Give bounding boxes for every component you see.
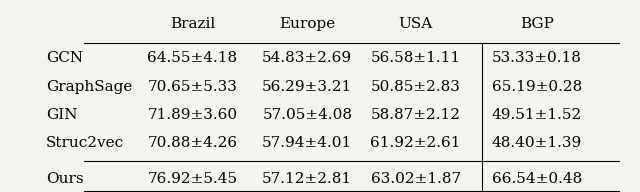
Text: 54.83±2.69: 54.83±2.69: [262, 51, 352, 65]
Text: GCN: GCN: [46, 51, 83, 65]
Text: 56.29±3.21: 56.29±3.21: [262, 79, 353, 94]
Text: 53.33±0.18: 53.33±0.18: [492, 51, 582, 65]
Text: 57.94±4.01: 57.94±4.01: [262, 136, 353, 150]
Text: 56.58±1.11: 56.58±1.11: [371, 51, 461, 65]
Text: Brazil: Brazil: [170, 17, 215, 31]
Text: 58.87±2.12: 58.87±2.12: [371, 108, 461, 122]
Text: 65.19±0.28: 65.19±0.28: [492, 79, 582, 94]
Text: 70.88±4.26: 70.88±4.26: [147, 136, 237, 150]
Text: 50.85±2.83: 50.85±2.83: [371, 79, 461, 94]
Text: 48.40±1.39: 48.40±1.39: [492, 136, 582, 150]
Text: 49.51±1.52: 49.51±1.52: [492, 108, 582, 122]
Text: 70.65±5.33: 70.65±5.33: [148, 79, 237, 94]
Text: 61.92±2.61: 61.92±2.61: [371, 136, 461, 150]
Text: 71.89±3.60: 71.89±3.60: [147, 108, 237, 122]
Text: GraphSage: GraphSage: [46, 79, 132, 94]
Text: Struc2vec: Struc2vec: [46, 136, 124, 150]
Text: BGP: BGP: [520, 17, 554, 31]
Text: GIN: GIN: [46, 108, 77, 122]
Text: Europe: Europe: [279, 17, 335, 31]
Text: 76.92±5.45: 76.92±5.45: [147, 172, 237, 186]
Text: 57.12±2.81: 57.12±2.81: [262, 172, 352, 186]
Text: USA: USA: [399, 17, 433, 31]
Text: 57.05±4.08: 57.05±4.08: [262, 108, 352, 122]
Text: 64.55±4.18: 64.55±4.18: [147, 51, 237, 65]
Text: 63.02±1.87: 63.02±1.87: [371, 172, 461, 186]
Text: Ours: Ours: [46, 172, 84, 186]
Text: 66.54±0.48: 66.54±0.48: [492, 172, 582, 186]
